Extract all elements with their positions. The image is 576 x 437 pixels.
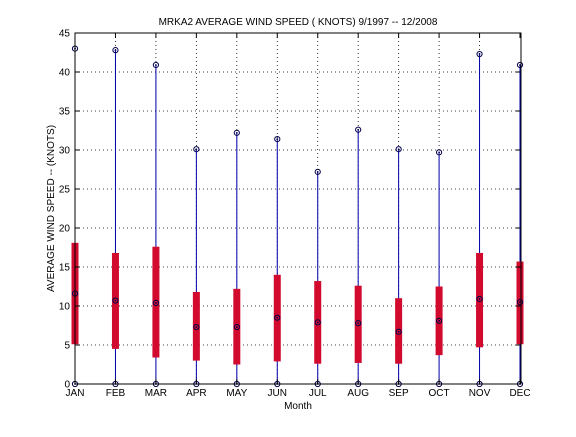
max-marker-dot: [195, 148, 198, 151]
median-marker: [355, 320, 362, 327]
max-marker-dot: [114, 49, 117, 52]
max-marker-dot: [478, 53, 481, 55]
median-marker: [435, 317, 443, 324]
y-tick-label: 40: [59, 68, 71, 79]
tick-layer: 0 5 10 15 20 25 30 35 40 45 JAN FEB MAR APR MAY JUN JUL A…: [59, 29, 531, 400]
median-marker: [476, 295, 483, 303]
median-marker: [314, 319, 321, 326]
max-marker-dot: [235, 131, 238, 134]
x-tick-label: NOV: [469, 388, 491, 399]
x-tick-label: AUG: [347, 388, 369, 399]
y-tick-label: 20: [59, 224, 71, 235]
y-axis-label: AVERAGE WIND SPEED -- (KNOTS): [46, 125, 57, 292]
max-marker: [355, 126, 362, 133]
y-tick-label: 15: [59, 263, 71, 274]
median-marker-dot: [155, 301, 157, 304]
median-marker-dot: [519, 301, 521, 303]
max-marker: [274, 135, 281, 143]
max-marker-dot: [397, 148, 400, 151]
x-tick-label: JAN: [66, 388, 85, 399]
median-marker-dot: [397, 330, 400, 333]
max-marker-dot: [519, 64, 521, 66]
max-marker: [152, 61, 160, 69]
median-marker: [152, 299, 160, 306]
max-marker: [233, 129, 240, 136]
max-marker-dot: [276, 138, 279, 140]
median-marker-dot: [235, 326, 238, 328]
data-layer: [71, 45, 524, 388]
median-marker: [233, 323, 240, 331]
x-axis-label: Month: [284, 401, 312, 412]
x-tick-label: FEB: [106, 388, 126, 399]
x-tick-label: MAR: [145, 388, 167, 399]
median-marker: [112, 297, 119, 304]
max-marker: [395, 146, 402, 153]
box: [476, 252, 484, 348]
max-marker-dot: [357, 128, 360, 131]
y-tick-label: 0: [64, 380, 70, 391]
y-tick-label: 5: [64, 341, 70, 352]
x-tick-label: SEP: [389, 388, 409, 399]
median-marker: [193, 323, 200, 331]
max-marker: [193, 146, 200, 153]
max-marker-dot: [155, 64, 157, 66]
max-marker: [112, 47, 119, 54]
chart-title: MRKA2 AVERAGE WIND SPEED ( KNOTS) 9/1997…: [159, 17, 438, 28]
box: [354, 285, 362, 363]
median-marker: [274, 314, 281, 321]
max-marker: [314, 168, 321, 175]
x-tick-label: OCT: [429, 388, 450, 399]
median-marker: [395, 328, 402, 335]
max-marker: [516, 61, 524, 69]
median-marker-dot: [195, 326, 198, 328]
median-marker-dot: [276, 316, 279, 319]
x-tick-label: MAY: [226, 388, 247, 399]
median-marker-dot: [114, 299, 117, 302]
y-tick-label: 35: [59, 107, 71, 118]
max-marker: [476, 50, 483, 58]
max-marker-dot: [316, 170, 319, 173]
median-marker: [516, 299, 524, 306]
grid-layer: [75, 33, 521, 384]
x-tick-label: DEC: [509, 388, 530, 399]
y-tick-label: 25: [59, 185, 71, 196]
median-marker-dot: [357, 322, 360, 325]
x-tick-label: JUL: [309, 388, 327, 399]
x-tick-label: JUN: [268, 388, 287, 399]
median-marker-dot: [438, 319, 440, 322]
x-tick-label: APR: [186, 388, 207, 399]
y-tick-label: 30: [59, 146, 71, 157]
y-tick-label: 10: [59, 302, 71, 313]
median-marker-dot: [316, 321, 319, 324]
y-tick-label: 45: [59, 29, 71, 40]
axes-frame: [74, 32, 522, 385]
max-marker-dot: [438, 151, 440, 154]
median-marker-dot: [478, 298, 481, 300]
max-marker: [435, 149, 443, 156]
